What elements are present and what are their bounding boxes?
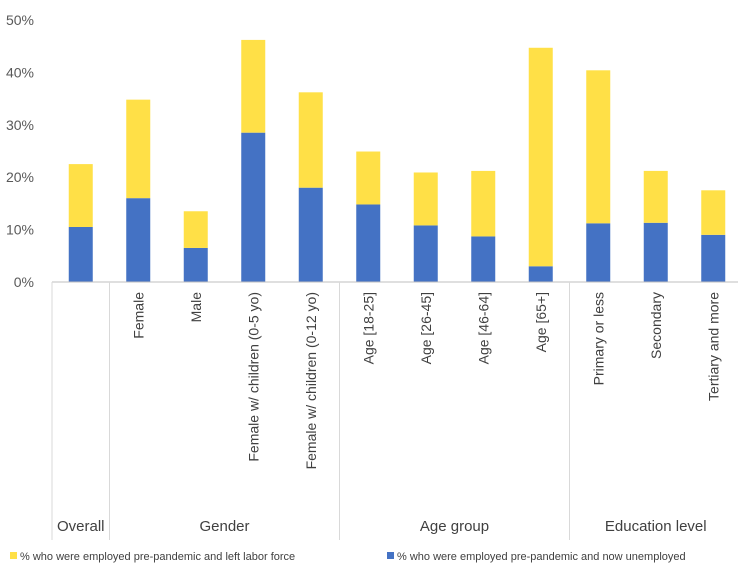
y-axis: 0% 10% 20% 30% 40% 50% <box>6 12 34 290</box>
bar-unemployed <box>241 132 266 282</box>
bar-left-labor-force <box>471 170 496 237</box>
bar-left-labor-force <box>241 39 266 133</box>
bar-unemployed <box>471 236 496 282</box>
x-tick-label: Tertiary and more <box>705 292 721 401</box>
bar-unemployed <box>183 247 208 282</box>
x-tick-label: Primary or less <box>590 292 606 385</box>
x-tick-label: Male <box>188 292 204 323</box>
bar-left-labor-force <box>298 92 323 188</box>
bar-left-labor-force <box>183 211 208 248</box>
x-tick-label: Age [65+] <box>533 292 549 352</box>
bar-left-labor-force <box>126 99 151 199</box>
bars <box>68 39 726 282</box>
bar-left-labor-force <box>528 47 553 267</box>
legend: % who were employed pre-pandemic and lef… <box>10 551 686 563</box>
bar-left-labor-force <box>643 170 668 223</box>
bar-unemployed <box>701 234 726 282</box>
bar-unemployed <box>643 222 668 282</box>
x-tick-label: Female w/ children (0-5 yo) <box>245 292 261 462</box>
legend-swatch <box>387 552 394 559</box>
bar-unemployed <box>126 198 151 282</box>
legend-swatch <box>10 552 17 559</box>
x-tick-label: Secondary <box>648 292 664 359</box>
bar-unemployed <box>298 187 323 282</box>
x-tick-label: Age [26-45] <box>418 292 434 364</box>
group-label: Gender <box>199 518 249 535</box>
bar-left-labor-force <box>413 172 438 226</box>
bar-unemployed <box>68 226 93 282</box>
y-tick-label: 0% <box>14 274 34 290</box>
y-tick-label: 40% <box>6 64 34 80</box>
x-tick-label: Female <box>130 292 146 339</box>
bar-left-labor-force <box>701 190 726 235</box>
y-tick-label: 10% <box>6 222 34 238</box>
x-tick-label: Age [18-25] <box>360 292 376 364</box>
bar-left-labor-force <box>356 151 381 205</box>
group-label: Age group <box>420 518 489 535</box>
bar-unemployed <box>413 225 438 282</box>
group-label: Overall <box>57 518 105 535</box>
bar-unemployed <box>356 204 381 282</box>
y-tick-label: 50% <box>6 12 34 28</box>
bar-unemployed <box>586 223 611 282</box>
group-label: Education level <box>605 518 707 535</box>
x-axis: Female Male Female w/ children (0-5 yo) Fem… <box>51 281 738 540</box>
bar-left-labor-force <box>586 70 611 224</box>
legend-label: % who were employed pre-pandemic and lef… <box>20 551 295 563</box>
y-tick-label: 20% <box>6 169 34 185</box>
x-tick-label: Age [46-64] <box>475 292 491 364</box>
x-tick-label: Female w/ children (0-12 yo) <box>303 292 319 469</box>
y-tick-label: 30% <box>6 117 34 133</box>
bar-left-labor-force <box>68 164 93 227</box>
bar-unemployed <box>528 266 553 282</box>
legend-label: % who were employed pre-pandemic and now… <box>397 551 686 563</box>
